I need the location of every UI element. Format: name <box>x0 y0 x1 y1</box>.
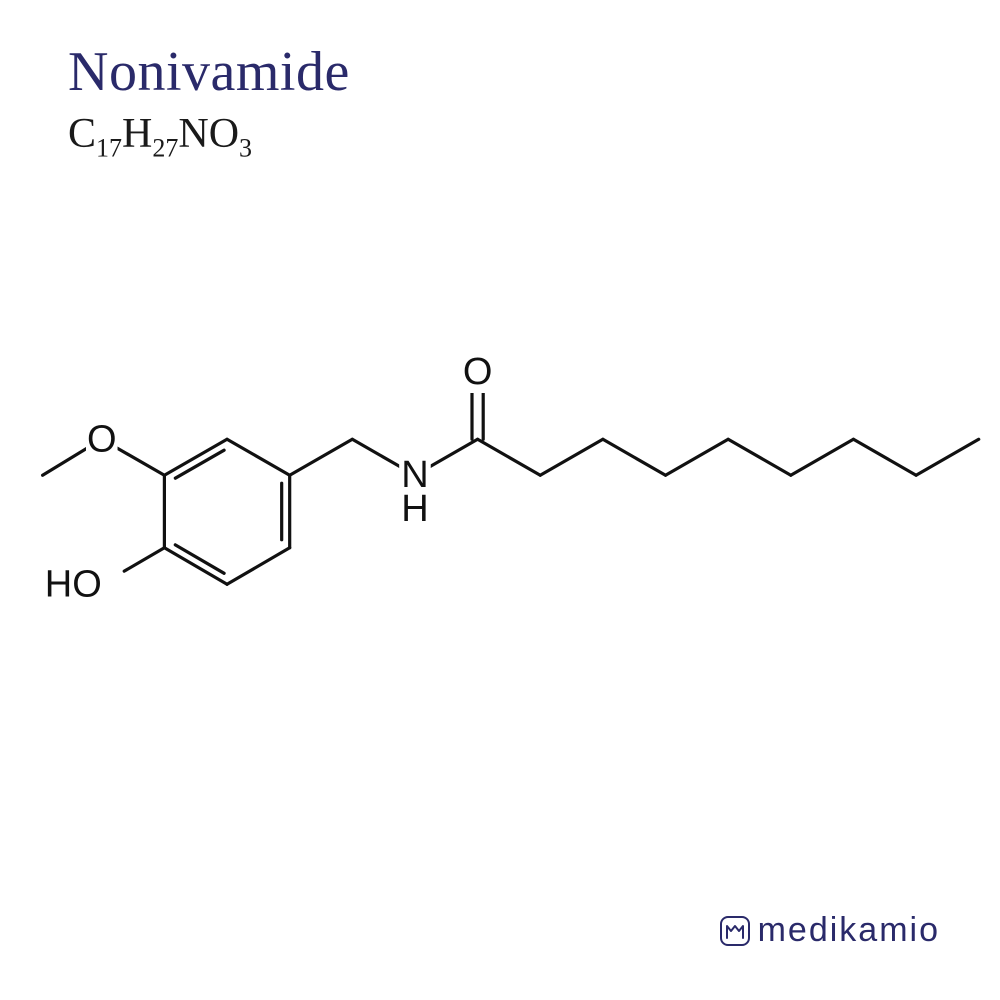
brand-icon <box>720 916 750 946</box>
structure-diagram: HOONHO <box>0 0 1000 1000</box>
brand-text: medikamio <box>758 911 940 950</box>
svg-text:H: H <box>401 488 428 530</box>
svg-text:O: O <box>463 351 493 393</box>
brand-logo: medikamio <box>720 911 940 950</box>
svg-text:O: O <box>87 418 117 460</box>
svg-text:HO: HO <box>45 563 102 605</box>
